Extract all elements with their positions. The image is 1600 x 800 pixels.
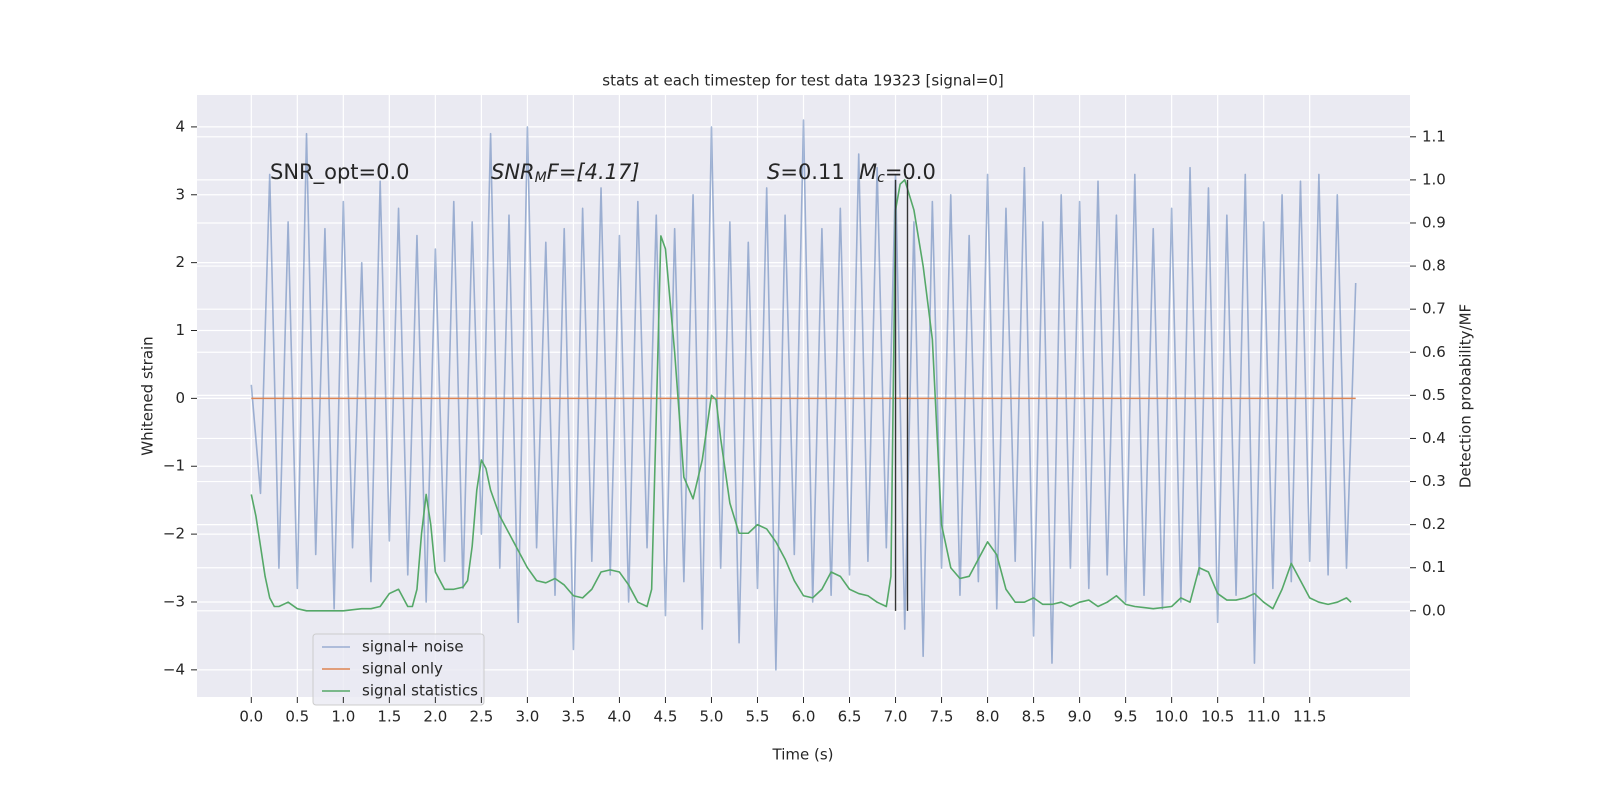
y-tick-label: −4 [163, 660, 185, 678]
legend-label: signal statistics [362, 682, 478, 700]
x-tick-label: 8.0 [976, 708, 1000, 726]
x-tick-label: 5.0 [700, 708, 724, 726]
y2-tick-label: 1.1 [1422, 127, 1446, 145]
annotation-part: M [535, 170, 547, 186]
x-tick-label: 6.5 [838, 708, 862, 726]
legend-label: signal+ noise [362, 638, 464, 656]
plot-layer [250, 119, 1357, 671]
x-tick-label: 11.0 [1247, 708, 1280, 726]
legend-label: signal only [362, 660, 443, 678]
annotation-part: =0.11 [780, 160, 844, 184]
y2-tick-label: 0.6 [1422, 343, 1446, 361]
y2-tick-label: 1.0 [1422, 170, 1446, 188]
y2-tick-label: 0.7 [1422, 300, 1446, 318]
x-axis-label: Time (s) [772, 746, 834, 764]
annotation-part: =0.0 [885, 160, 936, 184]
y2-tick-label: 0.4 [1422, 429, 1446, 447]
x-tick-label: 3.0 [515, 708, 539, 726]
y2-tick-label: 0.9 [1422, 213, 1446, 231]
x-tick-label: 7.0 [884, 708, 908, 726]
annotation: SNRMF=[4.17] [491, 160, 640, 186]
annotation-part: SNR_opt=0.0 [270, 160, 410, 185]
x-tick-label: 2.5 [469, 708, 493, 726]
x-tick-label: 3.5 [561, 708, 585, 726]
y-tick-label: 2 [175, 253, 185, 271]
x-tick-label: 10.5 [1201, 708, 1234, 726]
y2-tick-label: 0.5 [1422, 386, 1446, 404]
x-tick-label: 8.5 [1022, 708, 1046, 726]
annotation: S=0.11 [767, 160, 845, 184]
y-tick-label: −1 [163, 457, 185, 475]
series-line [250, 119, 1357, 671]
y-tick-label: 4 [175, 117, 185, 135]
y2-tick-label: 0.2 [1422, 515, 1446, 533]
x-tick-label: 1.0 [331, 708, 355, 726]
x-tick-label: 4.5 [654, 708, 678, 726]
y-tick-label: 3 [175, 185, 185, 203]
annotation: SNR_opt=0.0 [270, 160, 410, 185]
x-tick-label: 1.5 [377, 708, 401, 726]
y2-tick-label: 0.1 [1422, 558, 1446, 576]
x-tick-label: 9.0 [1068, 708, 1092, 726]
y2-tick-label: 0.8 [1422, 257, 1446, 275]
y2-tick-label: 0.0 [1422, 601, 1446, 619]
x-tick-label: 2.0 [423, 708, 447, 726]
y-tick-label: 1 [175, 321, 185, 339]
x-tick-label: 4.0 [608, 708, 632, 726]
y-axis-label: Whitened strain [139, 336, 157, 455]
y-tick-label: −2 [163, 525, 185, 543]
x-tick-label: 6.0 [792, 708, 816, 726]
annotation-part: SNR [491, 160, 535, 184]
y2-axis-label: Detection probability/MF [1457, 304, 1475, 488]
x-tick-label: 9.5 [1114, 708, 1138, 726]
annotation-part: M [859, 160, 877, 184]
y-tick-label: 0 [175, 389, 185, 407]
x-tick-label: 7.5 [930, 708, 954, 726]
x-tick-label: 11.5 [1293, 708, 1326, 726]
annotation: Mc=0.0 [859, 160, 936, 186]
x-tick-label: 0.5 [285, 708, 309, 726]
chart-title: stats at each timestep for test data 193… [602, 72, 1003, 90]
x-tick-label: 10.0 [1155, 708, 1188, 726]
x-tick-label: 0.0 [239, 708, 263, 726]
annotation-part: c [877, 170, 885, 186]
annotation-part: F=[4.17] [547, 160, 640, 184]
legend-box [312, 633, 485, 706]
series-line [250, 179, 1352, 612]
y2-tick-label: 0.3 [1422, 472, 1446, 490]
x-tick-label: 5.5 [746, 708, 770, 726]
annotation-part: S [767, 160, 780, 184]
y-tick-label: −3 [163, 592, 185, 610]
